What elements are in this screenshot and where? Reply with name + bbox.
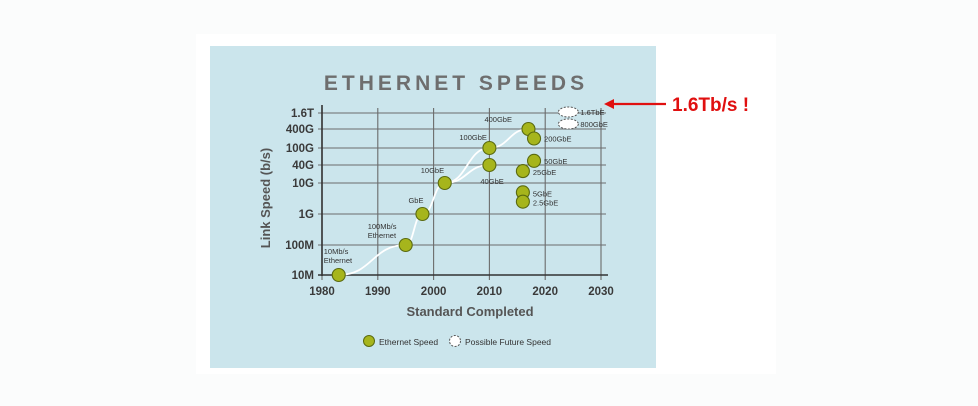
point-label-line: 40GbE bbox=[480, 177, 503, 186]
x-tick-label-2000: 2000 bbox=[421, 286, 447, 298]
x-tick-label-2010: 2010 bbox=[477, 286, 503, 298]
point-label-line: 5GbE bbox=[533, 189, 552, 198]
x-tick-label-2020: 2020 bbox=[532, 286, 558, 298]
point-10Mb/s-Ethernet bbox=[331, 267, 346, 283]
axes: 10M 100M 1G 10G 40G 100G 400G 1.6T 1980 1990 2000 2… bbox=[285, 105, 614, 298]
point-200GbE bbox=[526, 131, 542, 146]
y-axis-title: Link Speed (b/s) bbox=[258, 148, 273, 248]
point-label-line: Ethernet bbox=[324, 256, 353, 265]
legend-swatch-future-speed bbox=[449, 335, 461, 347]
point-label-line: 100Mb/s bbox=[368, 222, 397, 231]
point-label-line: 10Mb/s bbox=[324, 247, 349, 256]
x-tick-label-2030: 2030 bbox=[588, 286, 614, 298]
point-label-line: 2.5GbE bbox=[533, 199, 558, 208]
point-label-400GbE: 400GbE bbox=[484, 115, 512, 124]
y-tick-label-1.6T: 1.6T bbox=[291, 108, 314, 120]
point-50GbE bbox=[526, 153, 542, 168]
callout-text: 1.6Tb/s ! bbox=[672, 95, 749, 116]
point-label-line: 400GbE bbox=[484, 115, 512, 124]
y-tick-label-1G: 1G bbox=[299, 209, 314, 221]
future-point-label-800GbE: 800GbE bbox=[580, 120, 608, 129]
y-tick-label-100G: 100G bbox=[286, 143, 314, 155]
point-label-line: GbE bbox=[408, 196, 423, 205]
point-label-10Mb/s-Ethernet: 10Mb/s Ethernet bbox=[324, 247, 353, 265]
future-point-1.6TbE bbox=[557, 106, 579, 118]
point-label-10GbE: 10GbE bbox=[421, 166, 444, 175]
point-label-2.5GbE: 2.5GbE bbox=[533, 199, 558, 208]
data-points bbox=[331, 106, 579, 283]
y-tick-label-10M: 10M bbox=[292, 270, 314, 282]
grid bbox=[318, 108, 606, 280]
point-label-GbE: GbE bbox=[408, 196, 423, 205]
legend-label-ethernet-speed: Ethernet Speed bbox=[379, 337, 438, 347]
point-label-40GbE: 40GbE bbox=[480, 177, 503, 186]
point-label-line: Ethernet bbox=[368, 231, 397, 240]
point-100Mb/s-Ethernet bbox=[398, 237, 413, 253]
point-label-line: 10GbE bbox=[421, 166, 444, 175]
legend: Ethernet Speed Possible Future Speed bbox=[363, 335, 551, 347]
x-tick-label-1980: 1980 bbox=[309, 286, 335, 298]
point-label-line: 200GbE bbox=[544, 135, 572, 144]
callout: 1.6Tb/s ! bbox=[604, 95, 749, 116]
point-10GbE bbox=[437, 175, 452, 191]
point-label-25GbE: 25GbE bbox=[533, 168, 556, 177]
y-tick-label-100M: 100M bbox=[285, 240, 314, 252]
chart-title: ETHERNET SPEEDS bbox=[324, 72, 588, 95]
point-label-100GbE: 100GbE bbox=[459, 133, 487, 142]
x-tick-label-1990: 1990 bbox=[365, 286, 391, 298]
point-label-200GbE: 200GbE bbox=[544, 135, 572, 144]
point-label-line: 100GbE bbox=[459, 133, 487, 142]
y-tick-label-40G: 40G bbox=[292, 160, 314, 172]
chart-panel bbox=[210, 46, 656, 368]
point-GbE bbox=[415, 206, 430, 222]
point-100GbE bbox=[482, 140, 497, 156]
point-40GbE bbox=[482, 157, 497, 173]
trend-curve-segment bbox=[338, 244, 406, 276]
point-2.5GbE bbox=[515, 194, 530, 209]
future-point-800GbE bbox=[557, 118, 579, 130]
point-25GbE bbox=[515, 164, 530, 179]
x-axis-title: Standard Completed bbox=[406, 304, 533, 319]
legend-label-future-speed: Possible Future Speed bbox=[465, 337, 551, 347]
point-label-100Mb/s-Ethernet: 100Mb/s Ethernet bbox=[368, 222, 397, 240]
point-label-line: 50GbE bbox=[544, 157, 567, 166]
callout-arrow-head bbox=[604, 99, 614, 109]
legend-swatch-ethernet-speed bbox=[363, 335, 375, 347]
point-label-line: 25GbE bbox=[533, 168, 556, 177]
y-tick-label-10G: 10G bbox=[292, 178, 314, 190]
future-point-label-1.6TbE: 1.6TbE bbox=[580, 108, 604, 117]
y-tick-label-400G: 400G bbox=[286, 124, 314, 136]
point-label-5GbE: 5GbE bbox=[533, 189, 552, 198]
point-label-50GbE: 50GbE bbox=[544, 157, 567, 166]
